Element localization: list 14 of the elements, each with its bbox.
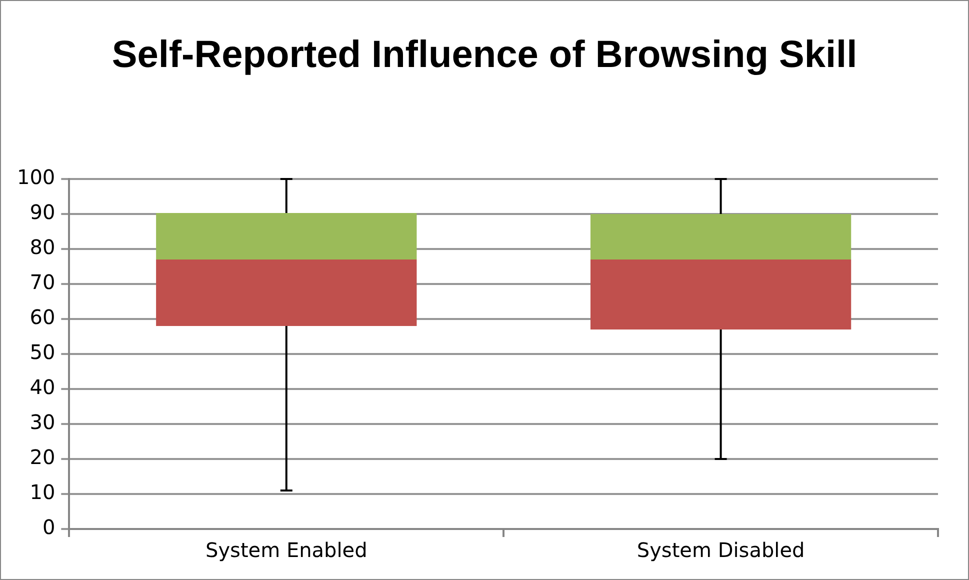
y-tick-label: 0	[42, 515, 56, 540]
chart-title: Self-Reported Influence of Browsing Skill	[112, 33, 858, 78]
y-tick-label: 10	[30, 480, 56, 504]
x-tick-label: System Enabled	[206, 538, 368, 562]
x-tick-label: System Disabled	[636, 538, 805, 562]
y-tick-label: 80	[30, 235, 56, 260]
y-tick-label: 60	[30, 305, 56, 330]
y-tick-label: 70	[30, 270, 56, 294]
y-tick-label: 40	[30, 375, 56, 400]
y-tick-label: 100	[16, 165, 56, 190]
y-tick-label: 50	[30, 340, 56, 364]
y-tick-label: 20	[30, 445, 56, 470]
y-tick-label: 30	[30, 410, 56, 434]
y-tick-label: 90	[30, 200, 56, 224]
